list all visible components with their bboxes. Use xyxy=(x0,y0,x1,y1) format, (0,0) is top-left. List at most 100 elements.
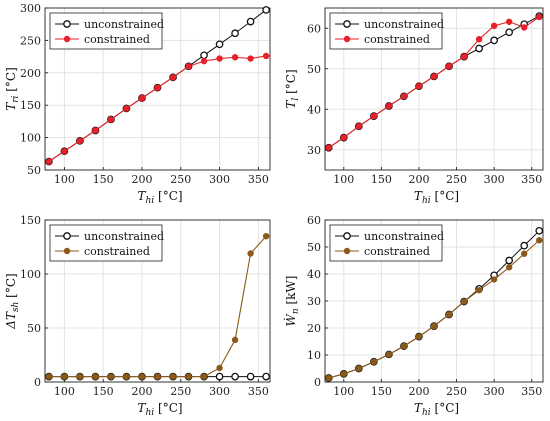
data-point-constrained xyxy=(154,373,161,380)
x-tick-label: 350 xyxy=(521,385,542,398)
data-point-constrained xyxy=(505,264,513,271)
data-point-constrained xyxy=(355,123,363,130)
data-point-constrained xyxy=(475,35,483,43)
data-point-constrained xyxy=(325,374,332,382)
data-point-constrained xyxy=(45,158,53,165)
x-tick-label: 200 xyxy=(131,173,152,186)
x-axis-label: Thi [°C] xyxy=(138,189,183,206)
data-point-unconstrained xyxy=(475,44,483,53)
data-point-constrained xyxy=(415,82,423,90)
data-point-constrained xyxy=(460,298,468,305)
data-point-constrained xyxy=(490,22,498,30)
data-point-constrained xyxy=(475,287,483,294)
data-point-constrained xyxy=(76,373,84,380)
x-tick-label: 200 xyxy=(131,385,152,398)
x-tick-label: 200 xyxy=(408,173,429,186)
data-point-constrained xyxy=(92,373,99,380)
y-tick-label: 60 xyxy=(307,214,321,227)
data-point-constrained xyxy=(107,116,115,123)
x-tick-label: 350 xyxy=(521,173,542,186)
legend-label-constrained: constrained xyxy=(84,245,150,258)
data-point-constrained xyxy=(460,53,468,60)
x-tick-label: 250 xyxy=(170,385,191,398)
legend-marker-unconstrained xyxy=(63,232,71,240)
data-point-constrained xyxy=(355,365,363,372)
y-tick-label: 50 xyxy=(27,164,41,177)
x-tick-label: 300 xyxy=(484,173,505,186)
data-point-constrained xyxy=(154,84,161,91)
data-point-unconstrained xyxy=(246,17,255,26)
legend-box xyxy=(329,12,443,50)
data-point-unconstrained xyxy=(262,6,270,14)
data-point-constrained xyxy=(536,237,543,244)
x-tick-label: 300 xyxy=(484,385,505,398)
data-point-constrained xyxy=(521,250,528,257)
legend-label-unconstrained: unconstrained xyxy=(364,18,444,31)
y-tick-label: 150 xyxy=(20,99,41,112)
data-point-constrained xyxy=(138,94,146,102)
x-tick-label: 250 xyxy=(170,173,191,186)
y-axis-label: Tl [°C] xyxy=(284,69,301,108)
data-point-constrained xyxy=(92,127,99,134)
x-tick-label: 300 xyxy=(209,385,230,398)
data-point-unconstrained xyxy=(520,241,529,250)
legend-marker-constrained xyxy=(63,247,71,255)
data-point-constrained xyxy=(200,373,208,380)
series-line-constrained xyxy=(48,55,267,163)
y-tick-label: 100 xyxy=(20,132,41,145)
data-point-constrained xyxy=(247,55,254,62)
x-tick-label: 150 xyxy=(371,173,392,186)
data-point-unconstrained xyxy=(215,372,224,381)
data-point-constrained xyxy=(200,57,208,65)
y-axis-label: Tri [°C] xyxy=(4,67,21,111)
y-tick-label: 30 xyxy=(307,144,321,157)
data-point-constrained xyxy=(262,52,270,60)
x-tick-label: 100 xyxy=(54,385,75,398)
legend-marker-constrained xyxy=(343,247,351,255)
x-tick-label: 250 xyxy=(446,173,467,186)
y-axis-label: ΔTsh [°C] xyxy=(4,273,21,329)
y-tick-label: 30 xyxy=(307,295,321,308)
legend-label-constrained: constrained xyxy=(364,33,430,46)
chart-p2: 100 150 200 250 300 350 30 40 50 60 Thi [°C] Tl [°C… xyxy=(284,7,544,206)
data-point-unconstrained xyxy=(262,372,270,381)
data-point-constrained xyxy=(340,134,347,141)
data-point-constrained xyxy=(231,54,239,61)
data-point-constrained xyxy=(169,74,177,81)
y-tick-label: 50 xyxy=(307,241,321,254)
data-point-constrained xyxy=(415,333,423,340)
data-point-constrained xyxy=(430,73,438,80)
x-tick-label: 350 xyxy=(248,173,269,186)
data-point-constrained xyxy=(445,311,453,318)
data-point-constrained xyxy=(76,137,84,145)
y-tick-label: 250 xyxy=(20,34,41,47)
data-point-constrained xyxy=(262,232,270,240)
legend-marker-constrained xyxy=(63,35,71,43)
data-point-constrained xyxy=(247,250,254,257)
data-point-constrained xyxy=(185,373,192,380)
data-point-constrained xyxy=(185,63,192,70)
data-point-constrained xyxy=(216,364,223,372)
legend-box xyxy=(49,224,163,262)
data-point-constrained xyxy=(385,102,393,110)
data-point-constrained xyxy=(340,370,347,378)
x-axis-label: Thi [°C] xyxy=(414,189,459,206)
data-point-constrained xyxy=(138,373,146,380)
data-point-unconstrained xyxy=(231,29,239,38)
axes-frame xyxy=(44,7,271,171)
data-point-constrained xyxy=(400,93,408,100)
chart-p3: 100 150 200 250 300 350 0 50 100 150 Thi [°C] ΔTsh … xyxy=(4,214,271,418)
legend-label-constrained: constrained xyxy=(364,245,430,258)
y-tick-label: 150 xyxy=(20,214,41,227)
y-tick-label: 40 xyxy=(307,268,321,281)
y-tick-label: 60 xyxy=(307,22,321,35)
x-tick-label: 100 xyxy=(333,385,354,398)
chart-p1: 100 150 200 250 300 350 50 100 150 200 250 300 Thi [… xyxy=(4,2,271,206)
y-tick-label: 50 xyxy=(27,322,41,335)
x-tick-label: 350 xyxy=(248,385,269,398)
axes-frame xyxy=(324,7,544,171)
x-tick-label: 100 xyxy=(333,173,354,186)
data-point-unconstrained xyxy=(490,36,498,45)
y-tick-label: 20 xyxy=(307,322,321,335)
